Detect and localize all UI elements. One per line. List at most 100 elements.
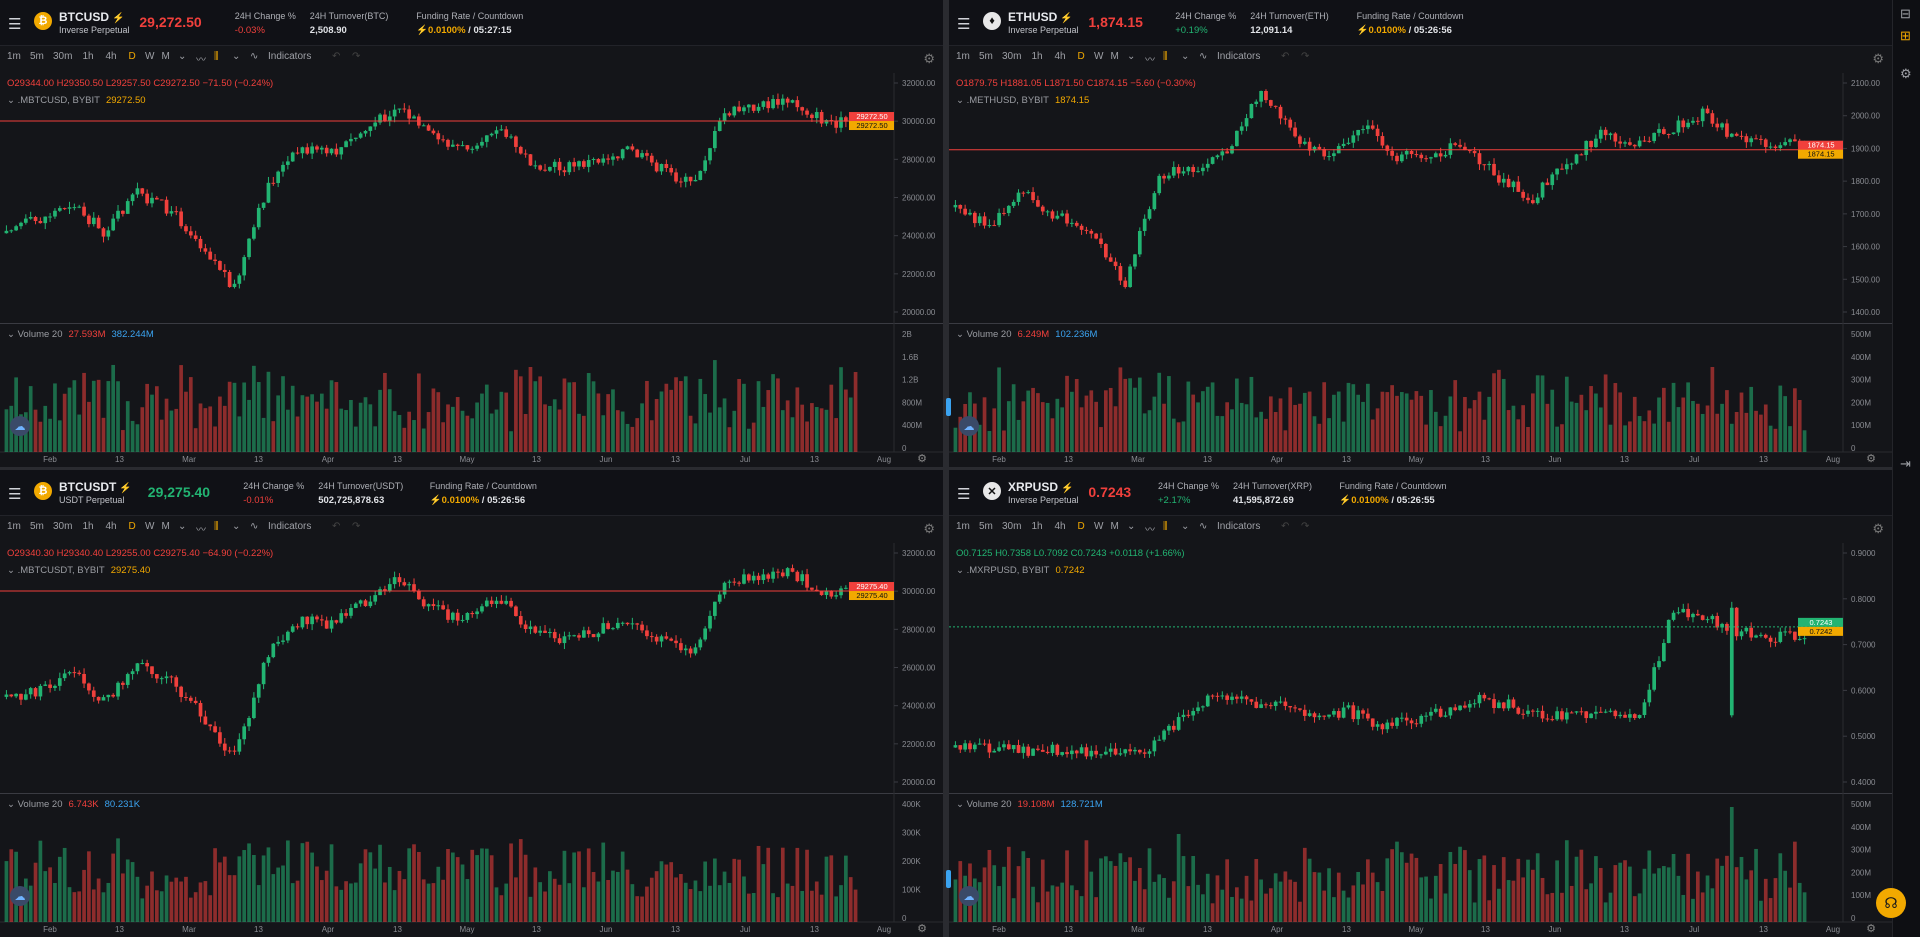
candle-icon[interactable]: ⫼ [1163,51,1168,62]
interval-D[interactable]: D [1077,51,1085,62]
interval-W[interactable]: W [1094,51,1104,62]
collapse-legend-icon[interactable]: ⌄ [956,565,967,576]
candlestick-chart[interactable]: 32000.0030000.0028000.0026000.0024000.00… [0,470,943,937]
candle-icon[interactable]: ⫼ [214,521,219,532]
support-icon[interactable]: ☊ [1876,888,1906,918]
menu-icon[interactable]: ☰ [8,486,22,503]
chart-settings-icon[interactable]: ⚙ [923,521,935,536]
indicators-button[interactable]: Indicators [268,521,312,532]
interval-W[interactable]: W [145,521,155,532]
interval-1m[interactable]: 1m [7,51,21,62]
pane-separator[interactable] [949,323,1892,324]
pane-separator[interactable] [0,793,943,794]
indicators-button[interactable]: Indicators [268,51,312,62]
menu-icon[interactable]: ☰ [957,486,971,503]
settings-icon[interactable]: ⚙ [1900,66,1912,81]
collapse-legend-icon[interactable]: ⌄ [7,565,18,576]
candle-icon[interactable]: ⫼ [214,51,219,62]
menu-icon[interactable]: ☰ [957,16,971,33]
collapse-legend-icon[interactable]: ⌄ [7,329,18,340]
candlestick-chart[interactable]: 0.90000.80000.70000.60000.50000.4000500M… [949,470,1892,937]
cloud-icon[interactable]: ☁ [10,886,30,906]
interval-1h[interactable]: 1h [1031,521,1043,532]
interval-D[interactable]: D [128,51,136,62]
interval-5m[interactable]: 5m [30,51,44,62]
interval-1h[interactable]: 1h [82,521,94,532]
collapse-legend-icon[interactable]: ⌄ [956,329,967,340]
chart-settings-icon[interactable]: ⚙ [1872,51,1884,66]
undo-icon[interactable]: ↶ [332,521,341,532]
interval-M[interactable]: M [161,51,170,62]
redo-icon[interactable]: ↷ [352,51,361,62]
chevron-down-icon[interactable]: ⌄ [1127,521,1136,532]
symbol-selector[interactable]: BTCUSDT ⚡ [59,480,132,494]
pane-separator[interactable] [949,793,1892,794]
symbol-selector[interactable]: ETHUSD ⚡ [1008,10,1073,24]
undo-icon[interactable]: ↶ [1281,51,1290,62]
pane-separator[interactable] [0,323,943,324]
indicators-button[interactable]: Indicators [1217,51,1261,62]
redo-icon[interactable]: ↷ [352,521,361,532]
collapse-legend-icon[interactable]: ⌄ [7,799,18,810]
interval-1m[interactable]: 1m [956,521,970,532]
interval-M[interactable]: M [161,521,170,532]
interval-4h[interactable]: 4h [1054,521,1066,532]
layout-icon[interactable]: ⊟ [1900,6,1911,21]
menu-icon[interactable]: ☰ [8,16,22,33]
indicator-icon[interactable]: ∿ [250,51,259,62]
interval-30m[interactable]: 30m [1002,521,1022,532]
line-chart-icon[interactable]: 〰 [1145,55,1155,66]
candlestick-chart[interactable]: 32000.0030000.0028000.0026000.0024000.00… [0,0,943,467]
collapse-icon[interactable]: ⇥ [1900,456,1911,471]
interval-5m[interactable]: 5m [979,51,993,62]
chevron-down-icon[interactable]: ⌄ [1127,51,1136,62]
interval-1m[interactable]: 1m [956,51,970,62]
line-chart-icon[interactable]: 〰 [196,55,206,66]
candlestick-chart[interactable]: 2100.002000.001900.001800.001700.001600.… [949,0,1892,467]
undo-icon[interactable]: ↶ [332,51,341,62]
chevron-down-icon[interactable]: ⌄ [232,521,241,532]
indicator-icon[interactable]: ∿ [1199,521,1208,532]
grid-layout-icon[interactable]: ⊞ [1900,28,1911,43]
auto-scale-icon[interactable]: ⚙ [1866,453,1876,465]
line-chart-icon[interactable]: 〰 [196,525,206,536]
interval-4h[interactable]: 4h [105,51,117,62]
collapse-legend-icon[interactable]: ⌄ [956,799,967,810]
interval-M[interactable]: M [1110,521,1119,532]
interval-D[interactable]: D [128,521,136,532]
interval-1h[interactable]: 1h [1031,51,1043,62]
chart-settings-icon[interactable]: ⚙ [923,51,935,66]
line-chart-icon[interactable]: 〰 [1145,525,1155,536]
interval-1m[interactable]: 1m [7,521,21,532]
collapse-legend-icon[interactable]: ⌄ [956,95,967,106]
auto-scale-icon[interactable]: ⚙ [1866,923,1876,935]
interval-W[interactable]: W [1094,521,1104,532]
redo-icon[interactable]: ↷ [1301,521,1310,532]
symbol-selector[interactable]: XRPUSD ⚡ [1008,480,1073,494]
interval-5m[interactable]: 5m [30,521,44,532]
interval-1h[interactable]: 1h [82,51,94,62]
redo-icon[interactable]: ↷ [1301,51,1310,62]
interval-30m[interactable]: 30m [53,521,73,532]
candle-icon[interactable]: ⫼ [1163,521,1168,532]
interval-M[interactable]: M [1110,51,1119,62]
interval-W[interactable]: W [145,51,155,62]
undo-icon[interactable]: ↶ [1281,521,1290,532]
interval-5m[interactable]: 5m [979,521,993,532]
expand-handle[interactable] [946,870,951,888]
chevron-down-icon[interactable]: ⌄ [1181,521,1190,532]
cloud-icon[interactable]: ☁ [959,416,979,436]
chevron-down-icon[interactable]: ⌄ [1181,51,1190,62]
chevron-down-icon[interactable]: ⌄ [178,51,187,62]
auto-scale-icon[interactable]: ⚙ [917,453,927,465]
symbol-selector[interactable]: BTCUSD ⚡ [59,10,124,24]
indicator-icon[interactable]: ∿ [1199,51,1208,62]
collapse-legend-icon[interactable]: ⌄ [7,95,18,106]
interval-4h[interactable]: 4h [1054,51,1066,62]
interval-30m[interactable]: 30m [53,51,73,62]
interval-30m[interactable]: 30m [1002,51,1022,62]
expand-handle[interactable] [946,398,951,416]
interval-4h[interactable]: 4h [105,521,117,532]
indicator-icon[interactable]: ∿ [250,521,259,532]
indicators-button[interactable]: Indicators [1217,521,1261,532]
